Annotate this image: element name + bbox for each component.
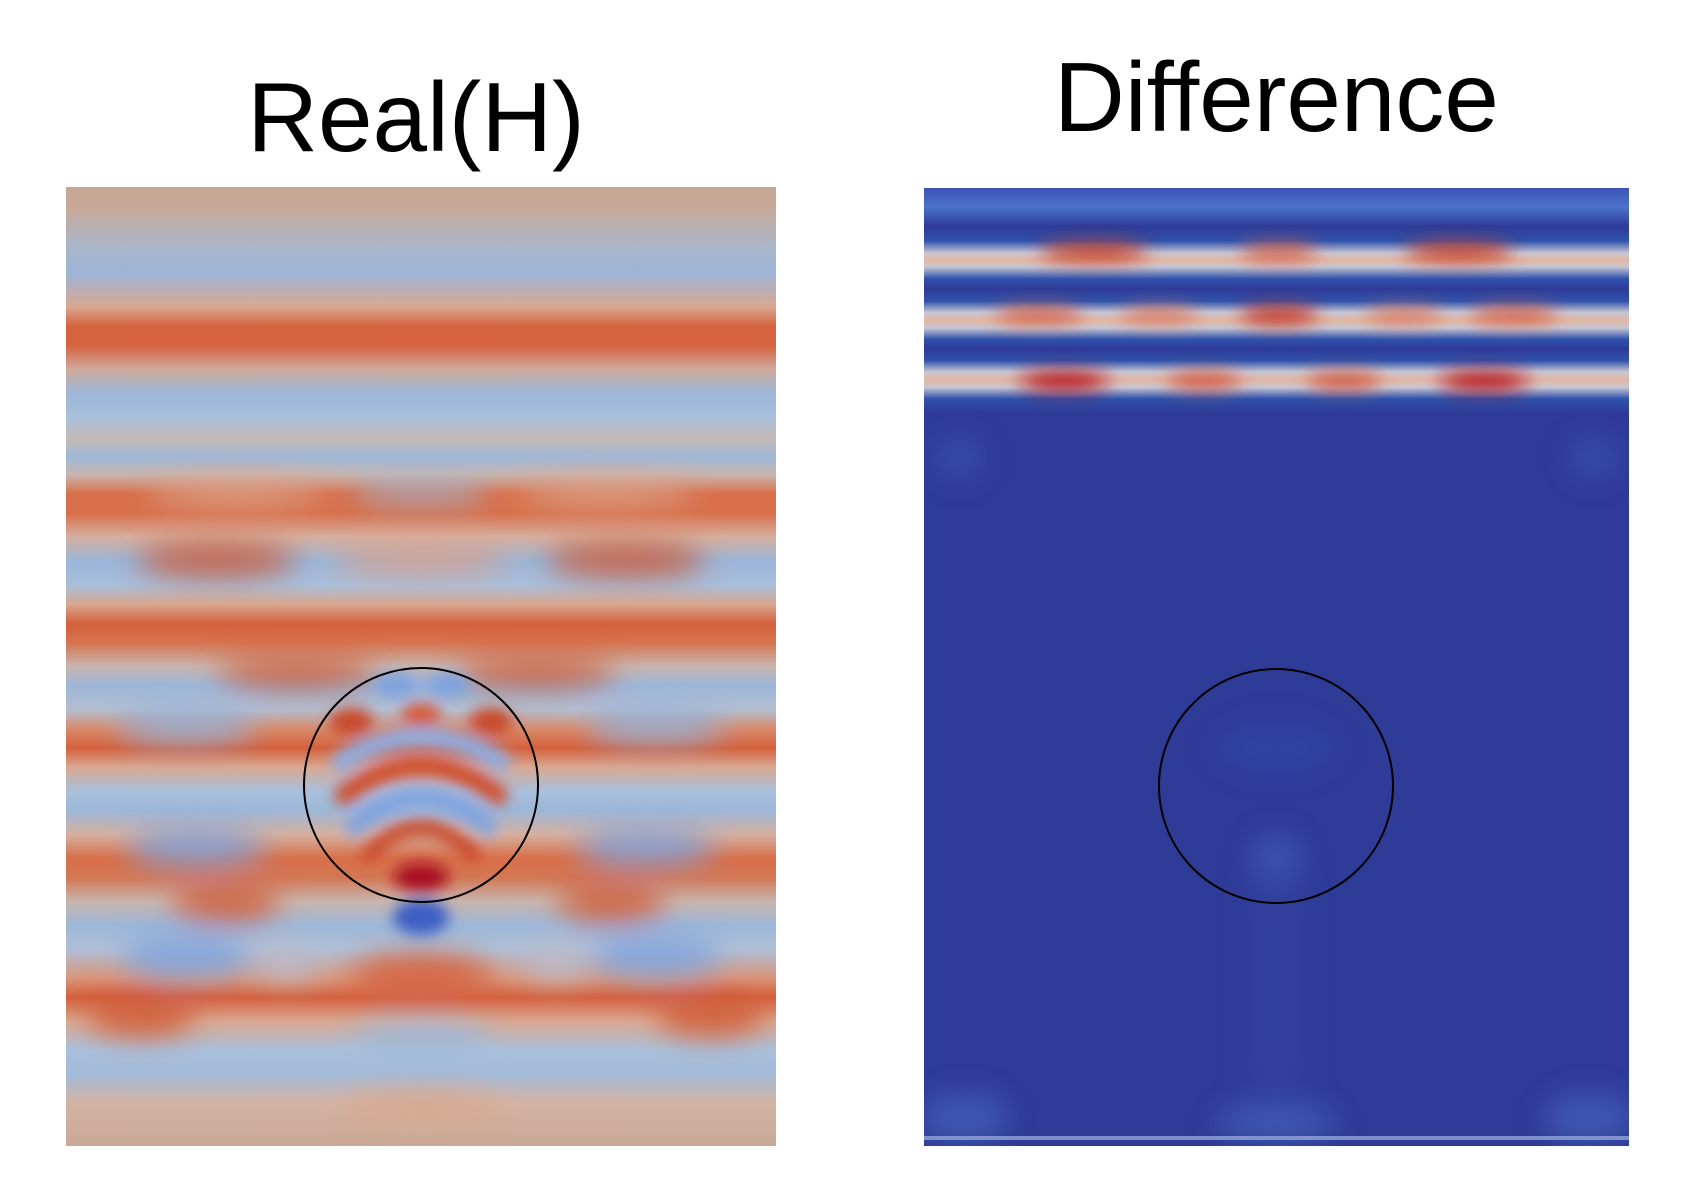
difference-bottom-edge bbox=[924, 1136, 1629, 1140]
difference-hotspots bbox=[994, 243, 1559, 391]
scatterer-outline-right bbox=[1158, 668, 1394, 904]
difference-field-plot bbox=[924, 188, 1629, 1146]
real-h-field-patterns bbox=[86, 478, 766, 1123]
real-h-title: Real(H) bbox=[247, 62, 585, 172]
real-h-field-plot bbox=[66, 187, 776, 1146]
difference-faint-features bbox=[924, 436, 1629, 1143]
difference-title: Difference bbox=[1054, 42, 1499, 152]
scatterer-interior-field bbox=[329, 673, 513, 935]
scatterer-outline-left bbox=[303, 667, 539, 903]
